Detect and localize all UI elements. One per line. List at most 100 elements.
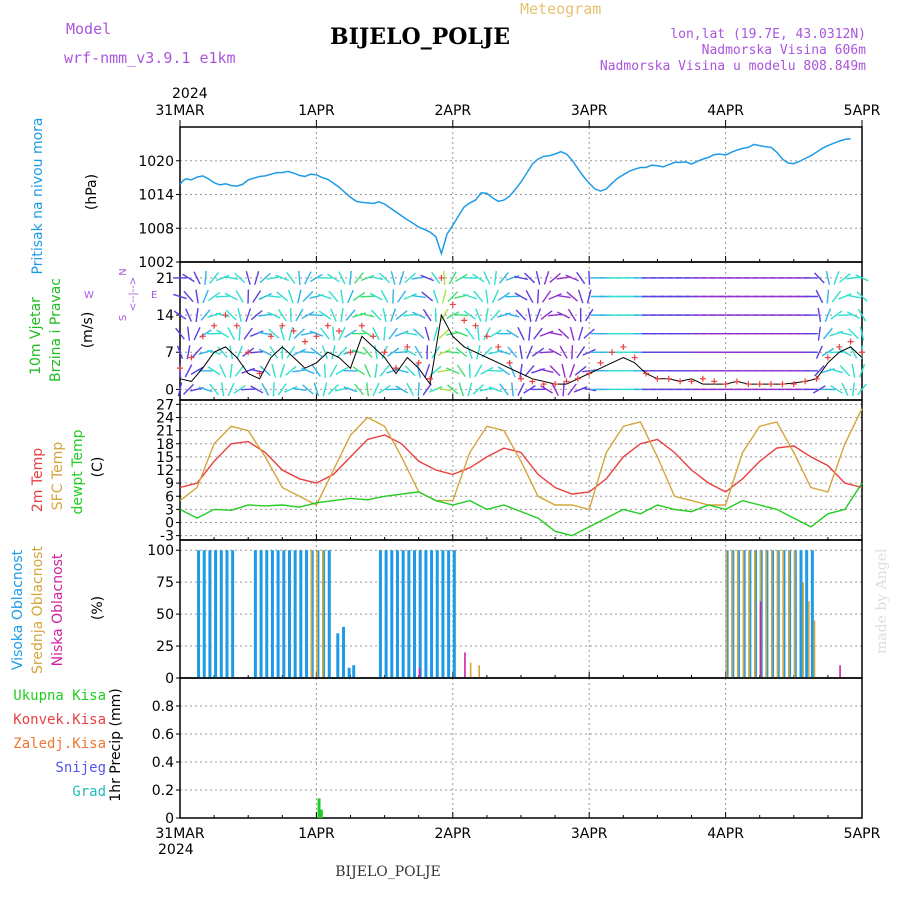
- wind-gust-marker: [711, 378, 718, 385]
- wind-arrow: [473, 290, 484, 303]
- high-cloud-bar: [395, 550, 399, 678]
- watermark: made by Angel: [874, 548, 890, 654]
- wind-arrow: [320, 327, 330, 340]
- wind-arrow: [387, 347, 400, 357]
- wind-arrow: [237, 308, 242, 323]
- mid-cloud-bar: [793, 550, 796, 678]
- wind-arrow: [548, 331, 563, 336]
- wind-gust-marker: [597, 359, 604, 366]
- wind-gust-marker: [461, 317, 468, 324]
- wind-legend-n: N: [118, 268, 129, 275]
- wind-arrow: [345, 309, 356, 321]
- wind-arrow: [514, 292, 528, 301]
- wind-arrow: [374, 363, 378, 378]
- wind-arrow: [569, 363, 576, 378]
- wind-gust-marker: [790, 381, 797, 388]
- temp-dewpt-label: dewpt Temp: [70, 429, 86, 514]
- wind-arrow: [297, 289, 302, 304]
- wind-arrow: [241, 388, 256, 391]
- wind-arrow: [258, 292, 272, 301]
- wind-arrow: [858, 364, 866, 378]
- mid-cloud-bar: [776, 550, 779, 678]
- high-cloud-bar: [452, 550, 456, 678]
- precip-ytick-label: 0.4: [152, 755, 174, 771]
- wind-arrow: [429, 386, 443, 393]
- temperature-ytick-label: 18: [156, 437, 174, 453]
- wind-arrow: [416, 363, 421, 378]
- wind-arrow: [437, 348, 451, 356]
- wind-arrow: [372, 382, 380, 397]
- wind-arrow: [567, 308, 577, 322]
- wind-arrow: [322, 382, 328, 397]
- precip-panel: 0.8 0.6 0.4 0.2 0: [152, 677, 863, 827]
- wind-arrow: [830, 310, 843, 320]
- wind-arrow: [437, 387, 452, 392]
- wind-gust-marker: [563, 378, 570, 385]
- wind-arrow: [437, 369, 452, 373]
- wind-arrow: [524, 272, 536, 284]
- mid-cloud-bar: [771, 550, 773, 678]
- wind-arrow: [528, 326, 531, 341]
- high-cloud-bar: [219, 550, 223, 678]
- wind-arrow: [507, 346, 518, 359]
- wind-arrow: [225, 309, 237, 321]
- wind-arrow: [526, 345, 533, 359]
- wind-gust-marker: [756, 381, 763, 388]
- wind-arrow: [224, 292, 238, 301]
- pressure-ytick-label: 1020: [138, 154, 174, 170]
- temperature-ytick-label: 15: [156, 450, 174, 466]
- precip-legend-label: Ukupna Kisa: [13, 688, 106, 704]
- wind-arrow: [364, 364, 372, 378]
- wind-gust-marker: [233, 322, 240, 329]
- wind-arrow: [254, 271, 260, 285]
- wind-arrow: [177, 382, 183, 397]
- wind-gust-marker: [472, 322, 479, 329]
- wind-arrow: [259, 365, 271, 377]
- wind-gust-marker: [529, 378, 536, 385]
- wind-ytick-label: 21: [156, 271, 174, 287]
- coords-label: lon,lat (19.7E, 43.0312N): [670, 27, 866, 42]
- wind-arrow: [556, 276, 571, 280]
- wind-arrow: [548, 313, 563, 317]
- top-year-label: 2024: [172, 86, 208, 102]
- temp-2m-line: [179, 434, 863, 495]
- wind-arrow: [477, 326, 480, 341]
- temp-unit: (C): [90, 457, 106, 478]
- wind-arrow: [340, 289, 344, 304]
- wind-arrow: [856, 291, 868, 302]
- wind-gust-marker: [177, 365, 183, 372]
- wind-arrow: [571, 345, 574, 360]
- model-elevation-label: Nadmorska Visina u modelu 808.849m: [600, 59, 866, 74]
- wind-arrow: [175, 327, 185, 340]
- temperature-ytick-label: -3: [160, 529, 174, 545]
- wind-arrow: [830, 385, 843, 394]
- wind-gust-marker: [188, 354, 195, 361]
- wind-legend-s: S: [118, 315, 129, 321]
- cloud-panel: 100 75 50 25 0: [147, 539, 863, 687]
- wind-arrow: [277, 308, 287, 322]
- bottom-date-label: 1APR: [298, 826, 335, 842]
- wind-gust-marker: [620, 343, 627, 350]
- wind-arrow: [207, 366, 221, 376]
- wind-arrow: [514, 275, 528, 281]
- wind-gust-marker: [279, 322, 286, 329]
- precip-bar: [319, 809, 323, 818]
- wind-gust-marker: [381, 349, 388, 356]
- wind-arrow: [268, 328, 280, 339]
- wind-gust-marker: [779, 381, 786, 388]
- wind-arrow: [463, 293, 477, 300]
- wind-arrow: [488, 386, 503, 393]
- wind-arrow: [525, 290, 534, 303]
- high-cloud-bar: [341, 626, 345, 678]
- wind-gust-marker: [631, 354, 638, 361]
- wind-arrow: [839, 365, 851, 377]
- wind-arrow: [588, 270, 591, 285]
- low-cloud-bar: [839, 665, 841, 678]
- temperature-ytick-label: 12: [156, 463, 174, 479]
- wind-arrow: [472, 384, 484, 395]
- mid-cloud-bar: [725, 550, 728, 678]
- wind-arrow: [404, 272, 416, 284]
- wind-gust-marker: [438, 274, 445, 281]
- wind-arrow: [562, 382, 565, 397]
- wind-arrow: [485, 308, 489, 323]
